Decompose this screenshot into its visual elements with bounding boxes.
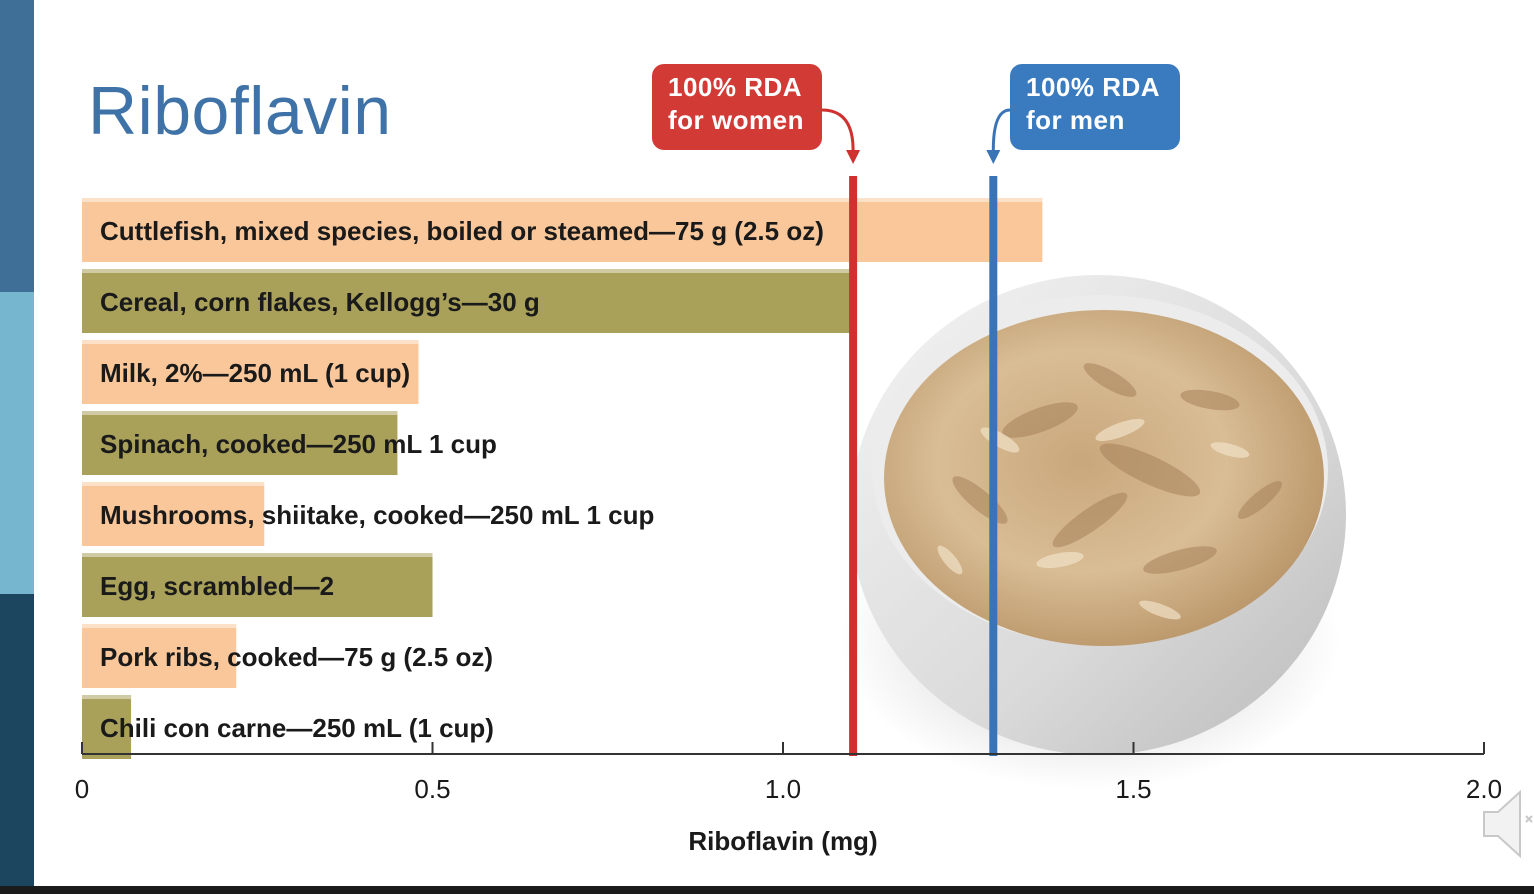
bar-highlight bbox=[82, 198, 1043, 202]
rda-men-callout-line1: 100% RDA bbox=[1026, 72, 1161, 102]
rda-men-callout-line2: for men bbox=[1026, 105, 1125, 135]
x-tick-label: 0 bbox=[75, 774, 89, 804]
bar-highlight bbox=[82, 553, 433, 557]
bars-layer: Cuttlefish, mixed species, boiled or ste… bbox=[82, 198, 1043, 759]
bar-label: Cuttlefish, mixed species, boiled or ste… bbox=[100, 216, 824, 246]
x-tick-label: 0.5 bbox=[414, 774, 450, 804]
rda-women-callout-line2: for women bbox=[668, 105, 804, 135]
x-tick-label: 2.0 bbox=[1466, 774, 1502, 804]
bar-highlight bbox=[82, 624, 237, 628]
oatmeal-bowl-image bbox=[840, 275, 1346, 790]
stripe-top bbox=[0, 0, 34, 292]
bar-highlight bbox=[82, 482, 265, 486]
stripe-bottom bbox=[0, 594, 34, 894]
bar-label: Egg, scrambled—2 bbox=[100, 571, 334, 601]
bar bbox=[82, 553, 433, 617]
bar-highlight bbox=[82, 340, 419, 344]
reference-lines-layer bbox=[821, 108, 1011, 756]
bar bbox=[82, 340, 419, 404]
bar-label: Mushrooms, shiitake, cooked—250 mL 1 cup bbox=[100, 500, 654, 530]
x-axis-label: Riboflavin (mg) bbox=[688, 826, 877, 856]
x-tick-label: 1.5 bbox=[1115, 774, 1151, 804]
bar bbox=[82, 624, 237, 688]
bar-label: Spinach, cooked—250 mL 1 cup bbox=[100, 429, 497, 459]
bar bbox=[82, 695, 132, 759]
rda-women-callout-line1: 100% RDA bbox=[668, 72, 803, 102]
callout-arrowhead bbox=[986, 150, 1001, 164]
bar-label: Chili con carne—250 mL (1 cup) bbox=[100, 713, 494, 743]
rda-reference-line bbox=[849, 176, 858, 756]
callout-connector bbox=[991, 108, 1011, 158]
bar bbox=[82, 198, 1043, 262]
bottom-rule bbox=[0, 886, 1534, 894]
bar bbox=[82, 411, 398, 475]
speaker-icon[interactable] bbox=[1480, 788, 1534, 860]
bar bbox=[82, 269, 854, 333]
bar-label: Milk, 2%—250 mL (1 cup) bbox=[100, 358, 410, 388]
rda-men-callout: 100% RDA for men bbox=[1010, 64, 1180, 150]
rda-women-callout: 100% RDA for women bbox=[652, 64, 822, 150]
callout-arrowhead bbox=[846, 150, 861, 164]
bar-highlight bbox=[82, 695, 132, 699]
x-axis: 0 0.5 1.0 1.5 2.0 Riboflavin (mg) bbox=[75, 742, 1502, 856]
bar bbox=[82, 482, 265, 546]
bar-highlight bbox=[82, 411, 398, 415]
slide-title: Riboflavin bbox=[88, 73, 392, 149]
callout-connector bbox=[821, 108, 855, 158]
bar-highlight bbox=[82, 269, 854, 273]
stripe-middle bbox=[0, 292, 34, 594]
bar-label: Pork ribs, cooked—75 g (2.5 oz) bbox=[100, 642, 493, 672]
x-tick-label: 1.0 bbox=[765, 774, 801, 804]
bar-label: Cereal, corn flakes, Kellogg’s—30 g bbox=[100, 287, 540, 317]
rda-reference-line bbox=[989, 176, 998, 756]
left-accent-stripe bbox=[0, 0, 34, 894]
